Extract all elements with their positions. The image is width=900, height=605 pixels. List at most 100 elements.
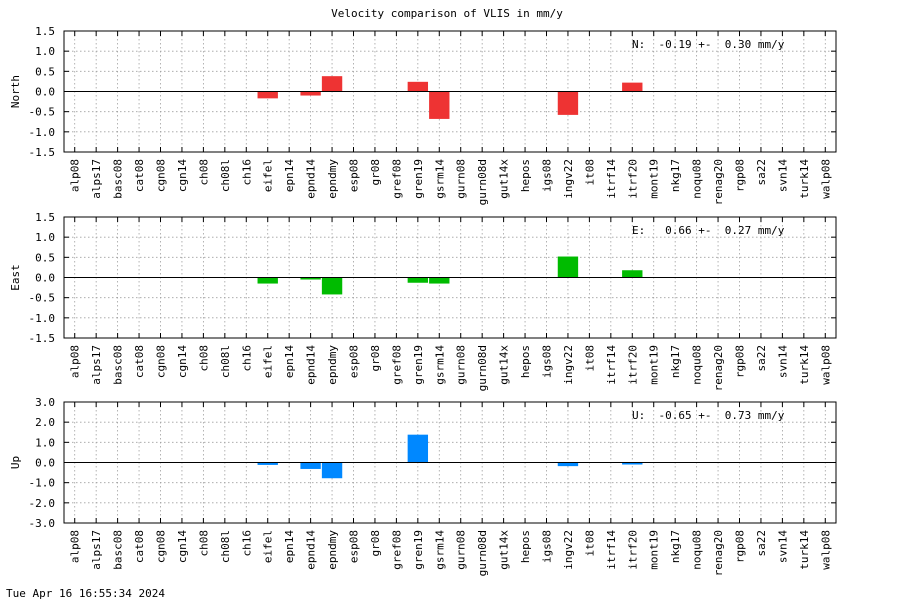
bar-gren19	[407, 81, 429, 92]
x-tick-label-gsrm14: gsrm14	[433, 345, 446, 385]
x-tick-label-gurn08: gurn08	[455, 159, 468, 199]
bar-eifel	[257, 277, 278, 284]
y-axis-label: Up	[9, 456, 22, 469]
x-tick-label-ch16: ch16	[240, 530, 253, 557]
x-tick-label-svn14: svn14	[776, 345, 789, 378]
y-tick-label: 1.0	[35, 436, 55, 449]
y-tick-label: -1.5	[29, 146, 56, 159]
y-tick-label: 0.5	[35, 65, 55, 78]
x-tick-label-itrf14: itrf14	[605, 530, 618, 570]
x-tick-label-ch16: ch16	[240, 345, 253, 372]
x-tick-label-turk14: turk14	[798, 159, 811, 199]
y-tick-label: 2.0	[35, 416, 55, 429]
y-tick-label: -1.0	[29, 312, 56, 325]
x-tick-label-mont19: mont19	[648, 159, 661, 199]
x-tick-label-hepos: hepos	[519, 159, 532, 192]
x-tick-label-alp08: alp08	[69, 159, 82, 192]
x-tick-label-alp08: alp08	[69, 530, 82, 563]
x-tick-label-cgn08: cgn08	[155, 345, 168, 378]
x-tick-label-gr08: gr08	[369, 159, 382, 186]
x-tick-label-basc08: basc08	[112, 159, 125, 199]
bar-eifel	[257, 91, 278, 99]
x-tick-label-gurn08: gurn08	[455, 345, 468, 385]
y-tick-label: -2.0	[29, 497, 56, 510]
x-tick-label-itrf14: itrf14	[605, 345, 618, 385]
x-tick-label-alps17: alps17	[90, 530, 103, 570]
x-tick-label-epn14: epn14	[283, 159, 296, 192]
x-tick-label-esp08: esp08	[348, 159, 361, 192]
x-tick-label-ch08: ch08	[197, 530, 210, 557]
bar-eifel	[257, 462, 278, 465]
chart-title: Velocity comparison of VLIS in mm/y	[331, 7, 563, 20]
x-tick-label-turk14: turk14	[798, 530, 811, 570]
x-tick-label-it08: it08	[583, 159, 596, 186]
x-tick-label-gurn08d: gurn08d	[476, 530, 489, 576]
bar-itrf20	[622, 82, 643, 92]
x-tick-label-gsrm14: gsrm14	[433, 159, 446, 199]
x-tick-label-ch08: ch08	[197, 159, 210, 186]
stats-annotation: E: 0.66 +- 0.27 mm/y	[632, 224, 785, 237]
x-tick-label-epn14: epn14	[283, 345, 296, 378]
x-tick-label-renag20: renag20	[712, 530, 725, 576]
y-tick-label: -1.5	[29, 332, 56, 345]
bar-gren19	[407, 434, 429, 463]
y-tick-label: 1.5	[35, 211, 55, 224]
x-tick-label-renag20: renag20	[712, 159, 725, 205]
x-tick-label-ch08l: ch08l	[219, 159, 232, 192]
bar-epnd14	[300, 91, 321, 96]
x-tick-label-gren19: gren19	[412, 159, 425, 199]
chart-panels: -1.5 -1.0 -0.5 0.0 0.5 1.0 1.5 alp08 alps17 basc0…	[9, 25, 837, 576]
y-tick-label: 0.5	[35, 251, 55, 264]
x-tick-label-eifel: eifel	[262, 159, 275, 192]
y-tick-label: -3.0	[29, 517, 56, 530]
x-tick-label-ingv22: ingv22	[562, 159, 575, 199]
x-tick-label-ch08: ch08	[197, 345, 210, 372]
x-tick-label-walp08: walp08	[819, 530, 832, 570]
panel-up: -3.0 -2.0 -1.0 0.0 1.0 2.0 3.0 alp08 alps17 basc0…	[9, 396, 837, 576]
x-tick-label-gut14x: gut14x	[498, 530, 511, 570]
x-tick-label-noqu08: noqu08	[691, 159, 704, 199]
x-tick-label-hepos: hepos	[519, 530, 532, 563]
panel-north: -1.5 -1.0 -0.5 0.0 0.5 1.0 1.5 alp08 alps17 basc0…	[9, 25, 837, 205]
x-tick-label-igs08: igs08	[541, 345, 554, 378]
x-tick-label-epnd14: epnd14	[305, 345, 318, 385]
x-tick-label-cat08: cat08	[133, 159, 146, 192]
x-tick-label-itrf14: itrf14	[605, 159, 618, 199]
y-tick-label: 1.0	[35, 45, 55, 58]
x-tick-label-alp08: alp08	[69, 345, 82, 378]
x-tick-label-sa22: sa22	[755, 345, 768, 372]
timestamp: Tue Apr 16 16:55:34 2024	[6, 587, 165, 600]
x-tick-label-gren19: gren19	[412, 345, 425, 385]
x-tick-label-cat08: cat08	[133, 345, 146, 378]
y-tick-label: 1.0	[35, 231, 55, 244]
x-tick-label-gr08: gr08	[369, 345, 382, 372]
stats-annotation: N: -0.19 +- 0.30 mm/y	[632, 38, 785, 51]
x-tick-label-basc08: basc08	[112, 345, 125, 385]
y-tick-label: -0.5	[29, 106, 56, 119]
x-tick-label-epnd14: epnd14	[305, 159, 318, 199]
x-tick-label-cgn14: cgn14	[176, 530, 189, 563]
bar-itrf20	[622, 462, 643, 465]
x-tick-label-it08: it08	[583, 530, 596, 557]
x-tick-label-gurn08: gurn08	[455, 530, 468, 570]
bar-epndmy	[321, 462, 343, 479]
bar-gsrm14	[429, 91, 450, 119]
x-tick-label-igs08: igs08	[541, 159, 554, 192]
bar-epnd14	[300, 462, 321, 469]
x-tick-label-gr08: gr08	[369, 530, 382, 557]
x-tick-label-nkg17: nkg17	[669, 530, 682, 563]
x-tick-label-svn14: svn14	[776, 159, 789, 192]
x-tick-label-igs08: igs08	[541, 530, 554, 563]
x-tick-label-ch08l: ch08l	[219, 345, 232, 378]
y-tick-label: 1.5	[35, 25, 55, 38]
x-tick-label-gref08: gref08	[390, 345, 403, 385]
x-tick-label-svn14: svn14	[776, 530, 789, 563]
y-tick-label: 0.0	[35, 86, 55, 99]
bar-ingv22	[557, 462, 579, 467]
x-tick-label-itrf20: itrf20	[626, 530, 639, 570]
x-tick-label-alps17: alps17	[90, 345, 103, 385]
bar-ingv22	[557, 91, 579, 115]
x-tick-label-itrf20: itrf20	[626, 345, 639, 385]
